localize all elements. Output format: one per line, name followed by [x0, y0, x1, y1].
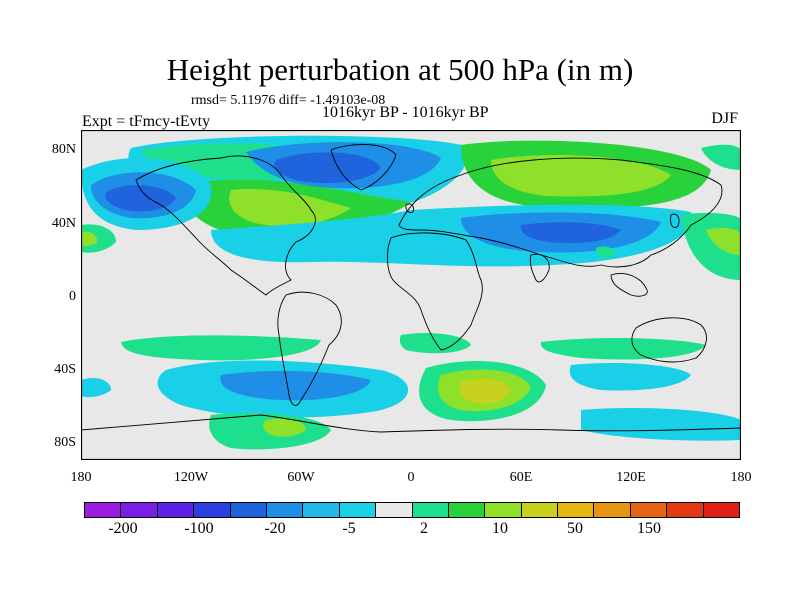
lat-tick-0: 0	[69, 289, 76, 304]
contour-yellow-sh-high	[459, 378, 511, 404]
colorbar-label: -20	[264, 520, 286, 537]
period-label: 1016kyr BP - 1016kyr BP	[322, 104, 489, 121]
colorbar-swatch	[194, 503, 231, 517]
colorbar-swatch	[485, 503, 522, 517]
coast-uk	[405, 203, 414, 213]
colorbar-label: 10	[492, 520, 508, 537]
contour-lime-antarctic	[263, 418, 306, 437]
coast-antarctica	[81, 414, 741, 433]
colorbar-label: 50	[567, 520, 583, 537]
contour-yellow-atlantic	[229, 189, 351, 227]
contour-green-sh-west	[121, 335, 321, 361]
colorbar-swatch	[594, 503, 631, 517]
stats-label: rmsd= 5.11976 diff= -1.49103e-08	[191, 93, 386, 108]
coast-north-america	[135, 155, 316, 296]
colorbar-swatch	[703, 503, 740, 517]
lat-tick-40s: 40S	[54, 362, 76, 377]
map-frame	[81, 130, 741, 460]
experiment-label: Expt = tFmcy-tEvty	[82, 113, 211, 130]
contour-lime-wpac	[706, 227, 741, 255]
colorbar-swatch	[521, 503, 559, 517]
coast-south-america	[277, 291, 342, 406]
colorbar-label: -200	[108, 520, 138, 537]
coast-southeast-asia	[610, 273, 648, 297]
lon-tick-180w: 180	[70, 470, 92, 485]
contour-green-wpac-left	[81, 224, 116, 253]
coast-japan	[670, 213, 680, 228]
contour-blue-sh-indian	[569, 363, 691, 391]
colorbar-swatch	[667, 503, 704, 517]
colorbar-swatch	[630, 503, 668, 517]
colorbar-swatch	[558, 503, 595, 517]
colorbar-swatch	[303, 503, 340, 517]
contour-lime-wpac-left	[81, 231, 98, 246]
contour-green-arctic-ne	[701, 144, 741, 170]
lon-tick-60w: 60W	[287, 470, 315, 485]
colorbar-label: -100	[184, 520, 214, 537]
contour-mid-sh-south-pac	[220, 370, 371, 401]
coast-eurasia	[398, 157, 723, 268]
contour-dark-band-midlat	[520, 222, 621, 244]
lat-tick-40n: 40N	[51, 216, 76, 231]
colorbar-label: 2	[420, 520, 428, 537]
colorbar-swatch	[157, 503, 195, 517]
contour-darkblue-greenland	[274, 152, 381, 184]
lon-tick-120w: 120W	[173, 470, 209, 485]
contour-blue-antarctic	[581, 408, 741, 441]
contour-green-sea	[596, 246, 615, 258]
colorbar	[84, 502, 740, 518]
colorbar-swatch	[121, 503, 158, 517]
contour-fields	[81, 135, 741, 450]
lon-tick-60e: 60E	[509, 470, 533, 485]
contour-green-sh-mid	[399, 333, 471, 354]
colorbar-label: 150	[637, 520, 661, 537]
contour-blue-sh-west-edge	[81, 378, 111, 398]
colorbar-swatch	[85, 503, 122, 517]
colorbar-swatch	[339, 503, 377, 517]
lon-tick-180e: 180	[730, 470, 752, 485]
lat-tick-80n: 80N	[51, 142, 76, 157]
coast-australia	[631, 317, 707, 363]
contour-green-sh-east	[540, 338, 706, 360]
coastlines	[81, 144, 741, 433]
colorbar-swatch	[376, 503, 413, 517]
coast-africa	[387, 232, 483, 351]
lat-tick-80s: 80S	[54, 435, 76, 450]
coast-india	[529, 253, 550, 283]
contour-darkblue-npacific	[105, 185, 176, 212]
colorbar-swatch	[448, 503, 486, 517]
contour-lime-eurasia	[491, 155, 671, 197]
colorbar-label: -5	[342, 520, 356, 537]
colorbar-swatch	[412, 503, 449, 517]
lon-tick-0: 0	[407, 470, 415, 485]
plot-title: Height perturbation at 500 hPa (in m)	[166, 52, 634, 87]
coast-greenland	[330, 144, 397, 191]
colorbar-swatch	[230, 503, 267, 517]
season-label: DJF	[711, 110, 738, 127]
colorbar-swatch	[266, 503, 304, 517]
lon-tick-120e: 120E	[616, 470, 646, 485]
height-perturbation-map	[81, 130, 741, 460]
